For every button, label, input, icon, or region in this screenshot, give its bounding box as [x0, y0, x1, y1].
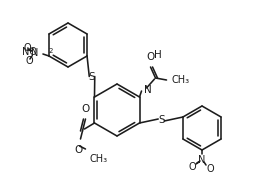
Text: O: O [25, 56, 33, 66]
Text: O: O [74, 145, 83, 155]
Text: CH₃: CH₃ [90, 154, 108, 164]
Text: N: N [198, 155, 206, 165]
Text: O: O [81, 104, 90, 114]
Text: N: N [144, 85, 151, 95]
Text: 2: 2 [49, 48, 53, 54]
Text: O: O [188, 162, 196, 172]
Text: N: N [31, 48, 39, 58]
Text: O: O [23, 43, 31, 53]
Text: CH₃: CH₃ [171, 75, 190, 85]
Text: NO: NO [22, 47, 37, 57]
Text: S: S [158, 115, 165, 125]
Text: S: S [89, 71, 95, 81]
Text: H: H [153, 50, 161, 60]
Text: O: O [146, 52, 155, 62]
Text: O: O [206, 164, 214, 174]
